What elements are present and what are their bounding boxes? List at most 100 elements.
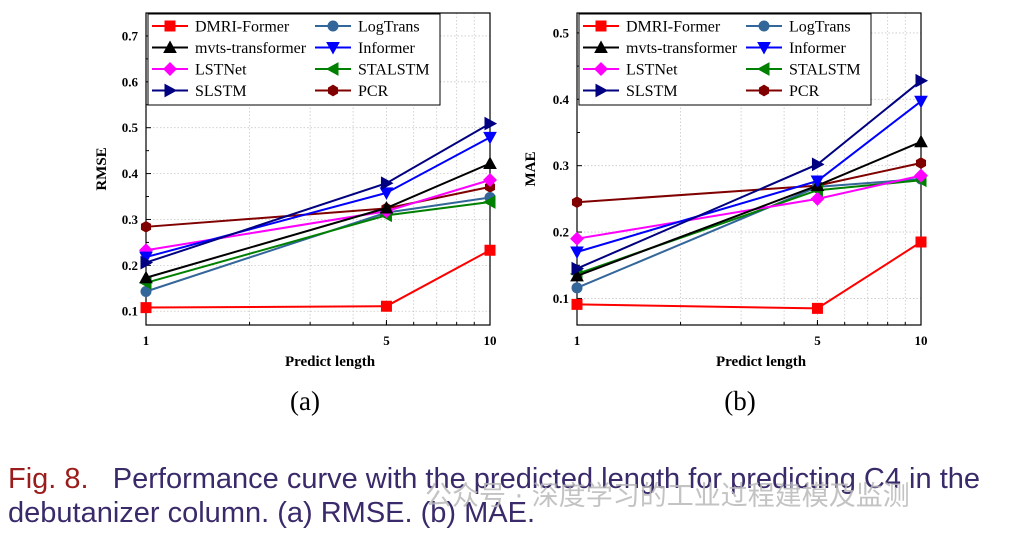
y-tick-label: 0.2 xyxy=(122,258,138,273)
y-axis-label: RMSE xyxy=(94,147,110,190)
plot-frame xyxy=(145,12,491,326)
data-point-informer xyxy=(379,187,394,200)
legend-marker-informer xyxy=(757,42,771,55)
series-logtrans xyxy=(571,173,927,294)
legend-marker-logtrans xyxy=(327,20,339,32)
x-tick-label: 5 xyxy=(814,333,821,348)
legend-marker-mvts-transformer xyxy=(163,40,177,53)
y-tick-label: 0.4 xyxy=(553,92,570,107)
chart-panel-b: 0.1 0.2 0.3 0.4 0.5 1 5 10 Predict length MAE (b) D… xyxy=(523,12,929,416)
data-point-mvts-transformer xyxy=(379,200,394,214)
legend-marker-mvts-transformer xyxy=(594,40,608,53)
y-tick-label: 0.2 xyxy=(553,225,569,240)
legend-entry-informer: Informer xyxy=(358,40,416,57)
legend-entry-pcr: PCR xyxy=(789,83,820,100)
legend-marker-dmri-former xyxy=(164,20,176,32)
legend-marker-stalstm xyxy=(756,62,770,76)
data-point-mvts-transformer xyxy=(139,270,153,284)
series-line-mvts-transformer xyxy=(576,140,922,277)
data-point-dmri-former xyxy=(140,302,152,314)
legend-entry-mvts-transformer: mvts-transformer xyxy=(626,40,738,57)
data-point-slstm xyxy=(140,255,154,270)
legend-marker-informer xyxy=(326,42,340,55)
series-slstm xyxy=(140,116,498,270)
legend-entry-pcr: PCR xyxy=(358,83,389,100)
y-tick-label: 0.3 xyxy=(553,158,570,173)
data-point-dmri-former xyxy=(484,244,496,256)
data-point-logtrans xyxy=(571,282,583,294)
x-axis-label: Predict length xyxy=(285,354,376,370)
y-tick-label: 0.6 xyxy=(122,74,139,89)
x-tick-label: 10 xyxy=(484,333,497,348)
series-dmri-former xyxy=(571,236,927,314)
x-tick-label: 1 xyxy=(143,333,150,348)
legend-marker-logtrans xyxy=(758,20,770,32)
y-tick-label: 0.4 xyxy=(122,166,139,181)
data-point-informer xyxy=(570,246,584,260)
data-point-informer xyxy=(810,175,825,188)
legend-entry-slstm: SLSTM xyxy=(195,83,247,100)
legend: DMRI-Former LogTrans mvts-transformer Infor… xyxy=(147,13,441,106)
legend-entry-informer: Informer xyxy=(789,40,847,57)
data-point-slstm xyxy=(380,176,394,191)
x-tick-label: 1 xyxy=(574,333,581,348)
series-line-lstnet xyxy=(145,179,491,252)
y-tick-label: 0.5 xyxy=(553,25,570,40)
data-point-slstm xyxy=(811,157,825,172)
legend-entry-dmri-former: DMRI-Former xyxy=(626,19,721,36)
series-line-dmri-former xyxy=(145,249,491,309)
legend-marker-lstnet xyxy=(163,62,177,76)
data-point-stalstm xyxy=(482,195,496,209)
y-tick-label: 0.7 xyxy=(122,28,139,43)
series-dmri-former xyxy=(140,244,496,314)
legend-marker-pcr xyxy=(327,84,339,97)
y-tick-label: 0.5 xyxy=(122,120,139,135)
data-point-mvts-transformer xyxy=(914,134,928,148)
data-point-lstnet xyxy=(914,168,928,183)
caption-figure-label: Fig. 8. xyxy=(8,463,89,495)
data-point-dmri-former xyxy=(380,300,392,312)
panel-label: (b) xyxy=(724,386,755,416)
data-point-dmri-former xyxy=(811,302,823,314)
series-lstnet xyxy=(570,168,928,246)
legend-marker-dmri-former xyxy=(595,20,607,32)
data-point-lstnet xyxy=(483,173,497,187)
legend-entry-stalstm: STALSTM xyxy=(789,62,861,79)
series-slstm xyxy=(571,73,929,276)
series-line-logtrans xyxy=(576,177,922,289)
data-point-pcr xyxy=(140,220,152,233)
caption-text: Performance curve with the predicted len… xyxy=(8,463,981,529)
series-informer xyxy=(570,95,928,260)
data-point-pcr xyxy=(915,157,927,169)
legend-entry-logtrans: LogTrans xyxy=(358,19,420,36)
data-point-slstm xyxy=(571,261,585,276)
legend: DMRI-Former LogTrans mvts-transformer Infor… xyxy=(578,13,872,106)
x-tick-label: 10 xyxy=(915,333,928,348)
series-mvts-transformer xyxy=(139,156,497,284)
data-point-slstm xyxy=(484,116,498,131)
y-tick-label: 0.3 xyxy=(122,212,139,227)
legend-marker-stalstm xyxy=(325,62,339,76)
data-point-mvts-transformer xyxy=(570,268,584,282)
legend-marker-pcr xyxy=(758,84,770,97)
legend-entry-dmri-former: DMRI-Former xyxy=(195,19,290,36)
data-point-pcr xyxy=(571,196,583,209)
legend-entry-lstnet: LSTNet xyxy=(195,62,247,79)
legend-entry-mvts-transformer: mvts-transformer xyxy=(195,40,307,57)
legend-entry-stalstm: STALSTM xyxy=(358,62,430,79)
legend-box xyxy=(147,13,441,106)
data-point-lstnet xyxy=(570,231,584,246)
x-axis-label: Predict length xyxy=(716,354,807,370)
legend-entry-logtrans: LogTrans xyxy=(789,19,851,36)
data-point-lstnet xyxy=(810,191,825,206)
y-tick-label: 0.1 xyxy=(122,304,138,319)
data-point-informer xyxy=(914,95,928,109)
data-point-dmri-former xyxy=(571,298,583,310)
series-line-mvts-transformer xyxy=(145,162,491,279)
data-point-dmri-former xyxy=(915,236,927,248)
data-point-informer xyxy=(483,131,497,145)
legend-entry-lstnet: LSTNet xyxy=(626,62,678,79)
legend-box xyxy=(578,13,872,106)
data-point-slstm xyxy=(915,73,929,88)
